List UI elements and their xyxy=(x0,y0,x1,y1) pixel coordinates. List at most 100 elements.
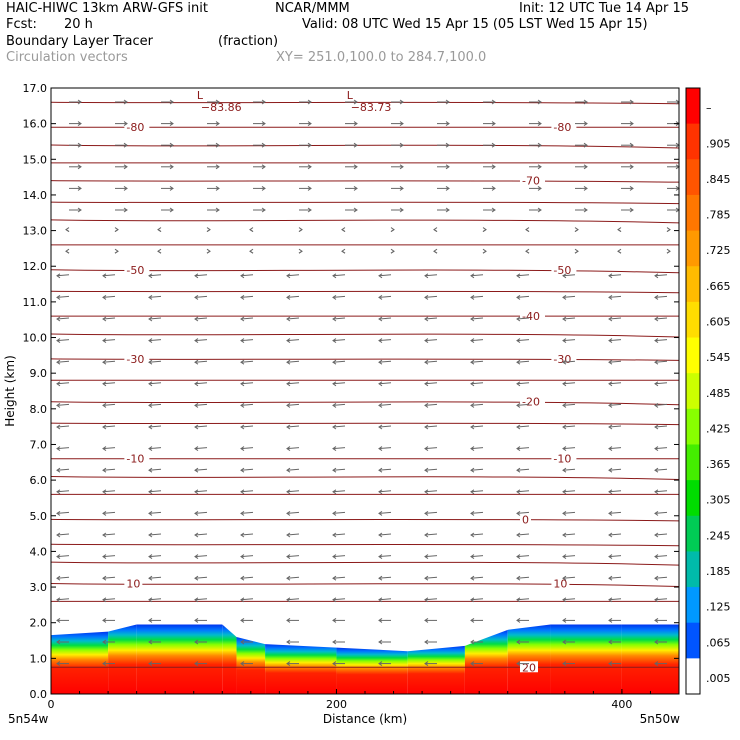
wind-vector xyxy=(654,597,668,603)
wind-vector xyxy=(608,510,622,516)
wind-vector-shaft xyxy=(516,533,530,536)
wind-vector xyxy=(240,338,254,344)
wind-vector-head xyxy=(491,121,496,127)
tracer-shading-segment xyxy=(550,624,622,694)
wind-vector xyxy=(608,402,622,408)
wind-vector-head xyxy=(378,424,383,430)
wind-vector-head xyxy=(516,294,521,300)
wind-vector xyxy=(148,446,162,452)
wind-vector xyxy=(470,532,484,538)
wind-vector-head xyxy=(424,597,429,603)
y-tick-label: 16.0 xyxy=(23,118,48,131)
wind-vector xyxy=(516,661,529,667)
wind-vector xyxy=(299,99,312,105)
wind-vector-shaft xyxy=(148,360,162,363)
wind-vector-head xyxy=(654,617,659,623)
wind-vector-head xyxy=(77,185,82,191)
wind-vector-head xyxy=(56,273,61,279)
wind-vector-head xyxy=(307,99,312,105)
wind-vector-shaft xyxy=(378,382,392,385)
wind-vector-head xyxy=(169,164,174,170)
wind-vector-head xyxy=(470,575,475,581)
wind-vector xyxy=(161,207,174,213)
wind-vector-shaft xyxy=(608,576,622,579)
wind-vector xyxy=(608,424,622,430)
wind-vector-shaft xyxy=(608,447,622,450)
wind-vector xyxy=(470,575,484,581)
wind-vector xyxy=(157,248,162,254)
wind-vector-head xyxy=(332,639,337,645)
wind-vector-head xyxy=(102,575,107,581)
wind-vector-shaft xyxy=(562,403,576,406)
wind-vector-head xyxy=(378,597,383,603)
wind-vector-shaft xyxy=(332,425,346,428)
wind-vector-shaft xyxy=(332,339,346,342)
wind-vector-head xyxy=(286,338,291,344)
wind-vector-head xyxy=(240,338,245,344)
wind-vector-shaft xyxy=(194,555,208,558)
wind-vector-head xyxy=(298,248,303,254)
wind-vector-head xyxy=(399,142,404,148)
wind-vector-shaft xyxy=(56,576,70,579)
wind-vector xyxy=(654,661,667,667)
wind-vector-head xyxy=(332,510,337,516)
wind-vector-shaft xyxy=(332,598,346,601)
contour-label: -10 xyxy=(126,453,144,466)
wind-vector-head xyxy=(56,639,61,645)
wind-vector-head xyxy=(654,424,659,430)
wind-vector xyxy=(516,532,530,538)
wind-vector-head xyxy=(148,338,153,344)
wind-vector-head xyxy=(608,617,613,623)
wind-vector xyxy=(470,273,484,279)
wind-vector-head xyxy=(654,273,659,279)
wind-vector-head xyxy=(286,510,291,516)
contour-line xyxy=(50,144,680,149)
wind-vector-head xyxy=(537,99,542,105)
wind-vector-shaft xyxy=(56,598,70,601)
wind-vector-shaft xyxy=(654,339,668,342)
wind-vector-head xyxy=(608,575,613,581)
wind-vector xyxy=(574,227,579,233)
wind-vector xyxy=(102,661,115,667)
wind-vector-head xyxy=(194,617,199,623)
wind-vector-head xyxy=(169,142,174,148)
wind-vector-shaft xyxy=(194,295,208,298)
wind-vector-head xyxy=(148,316,153,322)
wind-vector-shaft xyxy=(378,360,392,363)
colorbar-swatch xyxy=(686,337,700,374)
wind-vector-shaft xyxy=(654,447,668,450)
wind-vector-shaft xyxy=(608,339,622,342)
wind-vector xyxy=(562,359,576,365)
wind-vector-head xyxy=(194,424,199,430)
wind-vector-shaft xyxy=(194,533,208,536)
wind-vector xyxy=(391,142,404,148)
wind-vector-shaft xyxy=(286,468,300,471)
wind-vector-shaft xyxy=(470,598,484,601)
wind-vector-shaft xyxy=(654,274,668,277)
wind-vector-head xyxy=(629,207,634,213)
wind-vector xyxy=(529,164,542,170)
wind-vector-shaft xyxy=(102,360,116,363)
wind-vector xyxy=(654,639,667,645)
wind-vector-shaft xyxy=(286,295,300,298)
wind-vector-head xyxy=(562,617,567,623)
wind-vector xyxy=(470,617,483,623)
wind-vector-head xyxy=(194,316,199,322)
wind-vector-shaft xyxy=(378,339,392,342)
wind-vector-shaft xyxy=(470,360,484,363)
wind-vector xyxy=(608,359,622,365)
tracer-shading-segment xyxy=(507,624,551,694)
wind-vector-shaft xyxy=(332,533,346,536)
wind-vector xyxy=(299,142,312,148)
wind-vector-shaft xyxy=(470,490,484,493)
wind-vector-shaft xyxy=(654,490,668,493)
wind-vector-head xyxy=(516,661,521,667)
wind-vector-shaft xyxy=(148,533,162,536)
wind-vector-shaft xyxy=(424,403,438,406)
wind-vector-head xyxy=(240,446,245,452)
wind-vector-head xyxy=(332,273,337,279)
wind-vector xyxy=(286,532,300,538)
wind-vector-shaft xyxy=(286,274,300,277)
wind-vector-head xyxy=(516,316,521,322)
wind-vector xyxy=(666,248,671,254)
